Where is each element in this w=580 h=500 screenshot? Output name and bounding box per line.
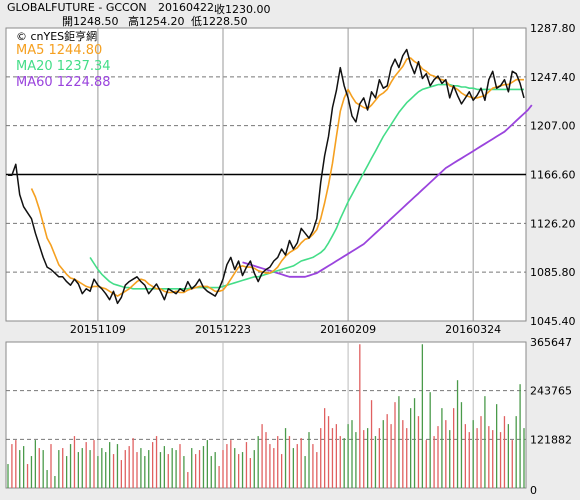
low-price-label: 低1228.50 [191,15,248,28]
legend-ma5: MA5 1244.80 [16,43,103,58]
x-tick-label: 20160209 [320,323,376,336]
volume-tick-label: 365647 [530,336,572,349]
price-tick-label: 1045.40 [530,315,576,328]
symbol-label: GLOBALFUTURE - GCCON [7,1,147,14]
ma20-line [89,83,524,290]
x-tick-label: 20160324 [445,323,501,336]
volume-tick-label: 121882 [530,433,572,446]
close-price-label: 收1230.00 [214,3,271,16]
price-line [8,48,525,305]
date-label: 20160422 [158,1,214,14]
price-tick-label: 1126.20 [530,217,576,230]
price-tick-label: 1207.00 [530,120,576,133]
open-price-label: 開1248.50 [62,15,119,28]
price-tick-label: 1247.40 [530,71,576,84]
price-tick-label: 1085.80 [530,266,576,279]
ma5-line [30,57,524,297]
x-tick-label: 20151223 [195,323,251,336]
legend-ma20: MA20 1237.34 [16,59,111,74]
ma60-line [242,104,533,278]
x-tick-label: 20151109 [70,323,126,336]
high-price-label: 高1254.20 [128,15,185,28]
volume-tick-label: 243765 [530,385,572,398]
volume-tick-label: 0 [530,484,537,497]
price-tick-label: 1166.60 [530,169,576,182]
watermark: © cnYES鉅亨網 [16,30,98,43]
price-tick-label: 1287.80 [530,22,576,35]
legend-ma60: MA60 1224.88 [16,75,111,90]
